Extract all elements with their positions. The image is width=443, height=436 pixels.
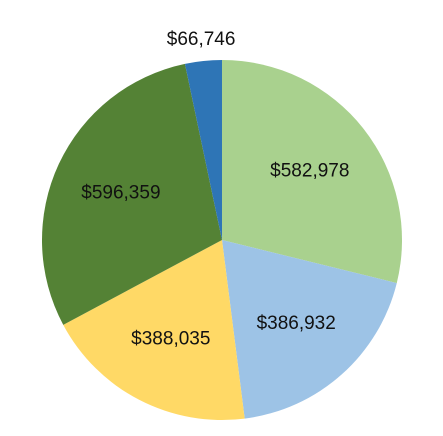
- slice-data-label-4: $596,359: [81, 182, 160, 203]
- slice-data-label-5: $66,746: [167, 29, 236, 50]
- pie-data-labels: $582,978 $386,932 $388,035 $596,359 $66,746: [81, 29, 349, 350]
- slice-data-label-1: $582,978: [270, 161, 349, 182]
- pie-slice-2: [222, 240, 397, 419]
- pie-slice-3: [63, 240, 245, 421]
- pie-slice-4: [41, 63, 222, 325]
- pie-slices: [41, 59, 402, 421]
- pie-slice-5: [184, 59, 222, 240]
- slice-data-label-2: $386,932: [257, 313, 336, 334]
- pie-slice-1: [222, 60, 402, 284]
- slice-data-label-3: $388,035: [131, 329, 210, 350]
